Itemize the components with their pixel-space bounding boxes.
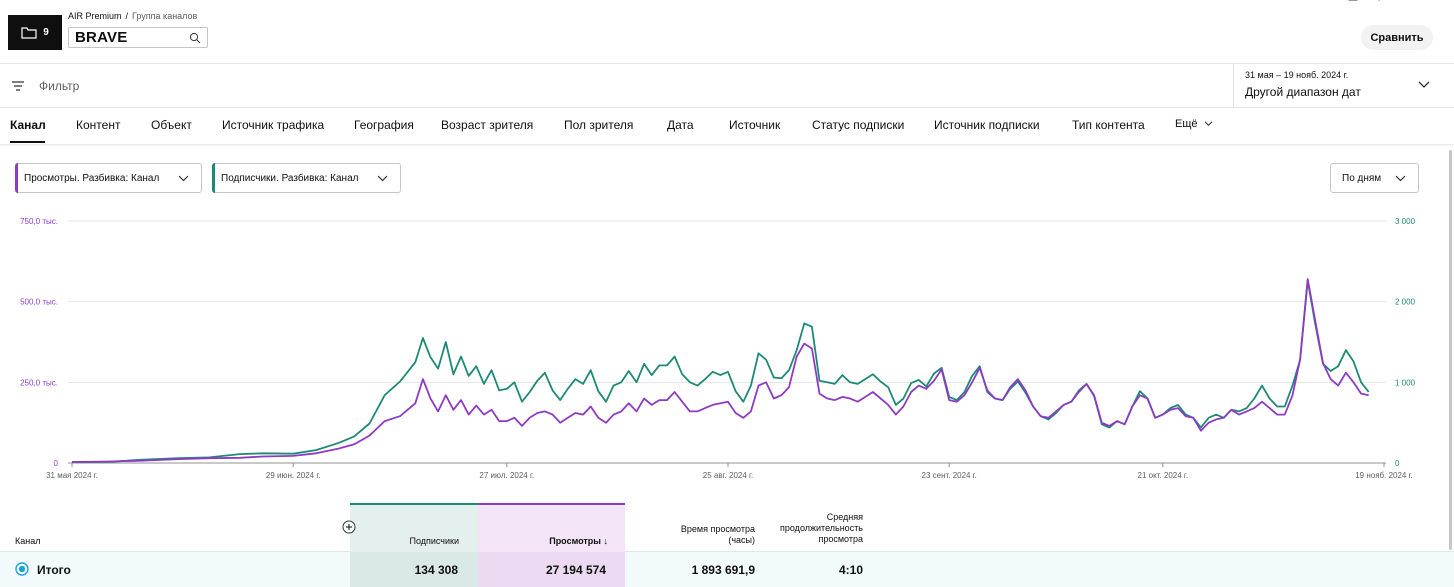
date-range-selector[interactable]: Другой диапазон дат xyxy=(1245,85,1361,99)
top-right-icons xyxy=(1348,0,1380,1)
divider xyxy=(0,107,1454,108)
chevron-down-icon xyxy=(1395,175,1406,182)
breadcrumb-sub: Группа каналов xyxy=(132,11,198,21)
x-axis-tick-label: 27 июл. 2024 г. xyxy=(479,471,534,480)
chevron-down-icon xyxy=(1204,121,1212,127)
subscribers-series-line xyxy=(71,279,1370,464)
total-views-value: 27 194 574 xyxy=(545,563,606,577)
channel-group-badge[interactable]: 9 xyxy=(8,15,62,50)
x-axis-tick-label: 23 сент. 2024 г. xyxy=(922,471,977,480)
x-axis-tick-label: 29 июн. 2024 г. xyxy=(266,471,321,480)
date-range-value: 31 мая – 19 нояб. 2024 г. xyxy=(1245,70,1349,80)
right-axis-tick-label: 0 xyxy=(1395,459,1400,468)
tab-viewer-age[interactable]: Возраст зрителя xyxy=(441,118,534,132)
col-header-avg-duration-line2: продолжительность xyxy=(780,523,863,533)
left-axis-tick-label: 750,0 тыс. xyxy=(20,217,58,226)
col-header-avg-duration-line3: просмотра xyxy=(818,534,863,544)
period-select[interactable]: По дням xyxy=(1330,163,1419,193)
total-views-cell xyxy=(478,552,625,587)
subscribers-color-bar xyxy=(212,163,215,193)
folder-icon xyxy=(21,26,37,39)
tabs-shadow xyxy=(0,144,1454,147)
scrollbar[interactable] xyxy=(1449,150,1452,550)
secondary-metric-label: Подписчики. Разбивка: Канал xyxy=(221,172,359,184)
table-header xyxy=(0,503,1454,552)
total-subscribers-value: 134 308 xyxy=(414,563,458,577)
tab-traffic-source[interactable]: Источник трафика xyxy=(222,118,325,132)
divider xyxy=(0,63,1454,64)
sort-down-icon: ↓ xyxy=(603,536,609,546)
total-subscribers-cell xyxy=(350,552,478,587)
tab-geography[interactable]: География xyxy=(354,118,414,132)
x-axis-tick-label: 31 мая 2024 г. xyxy=(46,471,98,480)
secondary-metric-select[interactable]: Подписчики. Разбивка: Канал xyxy=(212,163,401,193)
total-avg-duration-value: 4:10 xyxy=(838,563,863,577)
tab-date[interactable]: Дата xyxy=(667,118,694,132)
total-radio[interactable] xyxy=(15,562,29,576)
chevron-down-icon xyxy=(178,175,189,182)
tab-channel[interactable]: Канал xyxy=(10,118,46,132)
tab-object[interactable]: Объект xyxy=(151,118,192,132)
col-header-views-label: Просмотры xyxy=(549,536,601,546)
col-header-watch-time[interactable]: Время просмотра (часы) xyxy=(650,524,755,546)
add-metric-icon[interactable] xyxy=(342,520,356,534)
tab-viewer-gender[interactable]: Пол зрителя xyxy=(564,118,634,132)
total-row xyxy=(0,552,1454,587)
breadcrumb-root[interactable]: AIR Premium xyxy=(68,11,122,21)
tab-content-type[interactable]: Тип контента xyxy=(1072,118,1145,132)
right-axis-tick-label: 3 000 xyxy=(1395,217,1416,226)
col-header-views[interactable]: Просмотры ↓ xyxy=(520,536,608,547)
right-axis-tick-label: 2 000 xyxy=(1395,298,1416,307)
right-axis-tick-label: 1 000 xyxy=(1395,378,1416,387)
primary-metric-label: Просмотры. Разбивка: Канал xyxy=(24,172,160,184)
dimension-tabs: Канал Контент Объект Источник трафика Ге… xyxy=(0,107,1454,144)
col-header-subscribers[interactable]: Подписчики xyxy=(409,536,459,546)
total-watchtime-value: 1 893 691,9 xyxy=(691,563,755,577)
active-tab-indicator xyxy=(10,141,45,143)
x-axis-tick-label: 21 окт. 2024 г. xyxy=(1138,471,1189,480)
search-icon[interactable] xyxy=(189,32,201,44)
tab-more[interactable]: Ещё xyxy=(1175,118,1213,130)
col-header-avg-duration[interactable]: Средняя продолжительность просмотра xyxy=(760,512,863,545)
col-header-avg-duration-line1: Средняя xyxy=(826,512,863,522)
tab-more-label: Ещё xyxy=(1175,118,1198,130)
views-color-bar xyxy=(15,163,18,193)
col-header-channel[interactable]: Канал xyxy=(15,536,41,546)
primary-metric-select[interactable]: Просмотры. Разбивка: Канал xyxy=(15,163,202,193)
tab-content[interactable]: Контент xyxy=(76,118,121,132)
views-series-line xyxy=(71,278,1369,463)
date-divider xyxy=(1233,64,1234,107)
chevron-down-icon[interactable] xyxy=(1417,80,1431,90)
tab-source[interactable]: Источник xyxy=(729,118,781,132)
x-axis-tick-label: 19 нояб. 2024 г. xyxy=(1355,471,1413,480)
tab-subscription-status[interactable]: Статус подписки xyxy=(812,118,905,132)
tab-subscription-source[interactable]: Источник подписки xyxy=(934,118,1040,132)
col-header-watch-time-line2: (часы) xyxy=(728,535,755,545)
channel-search-box[interactable]: BRAVE xyxy=(68,27,208,48)
left-axis-tick-label: 250,0 тыс. xyxy=(20,378,58,387)
period-label: По дням xyxy=(1342,172,1382,184)
x-axis-tick-label: 25 авг. 2024 г. xyxy=(703,471,753,480)
left-axis-tick-label: 500,0 тыс. xyxy=(20,298,58,307)
folder-count: 9 xyxy=(43,27,49,38)
left-axis-tick-label: 0 xyxy=(54,459,59,468)
chevron-down-icon xyxy=(377,175,388,182)
breadcrumb-separator: / xyxy=(125,11,129,21)
col-header-watch-time-line1: Время просмотра xyxy=(680,524,755,534)
breadcrumb: AIR Premium / Группа каналов xyxy=(68,11,197,21)
views-subscribers-chart: 0 0 250,0 тыс. 1 000 500,0 тыс. 2 000 750,0 ты… xyxy=(20,217,1416,480)
channel-name: BRAVE xyxy=(75,29,128,46)
total-label: Итого xyxy=(37,563,71,577)
filter-input[interactable]: Фильтр xyxy=(39,79,80,93)
compare-button[interactable]: Сравнить xyxy=(1361,25,1433,50)
filter-icon[interactable] xyxy=(11,80,25,92)
